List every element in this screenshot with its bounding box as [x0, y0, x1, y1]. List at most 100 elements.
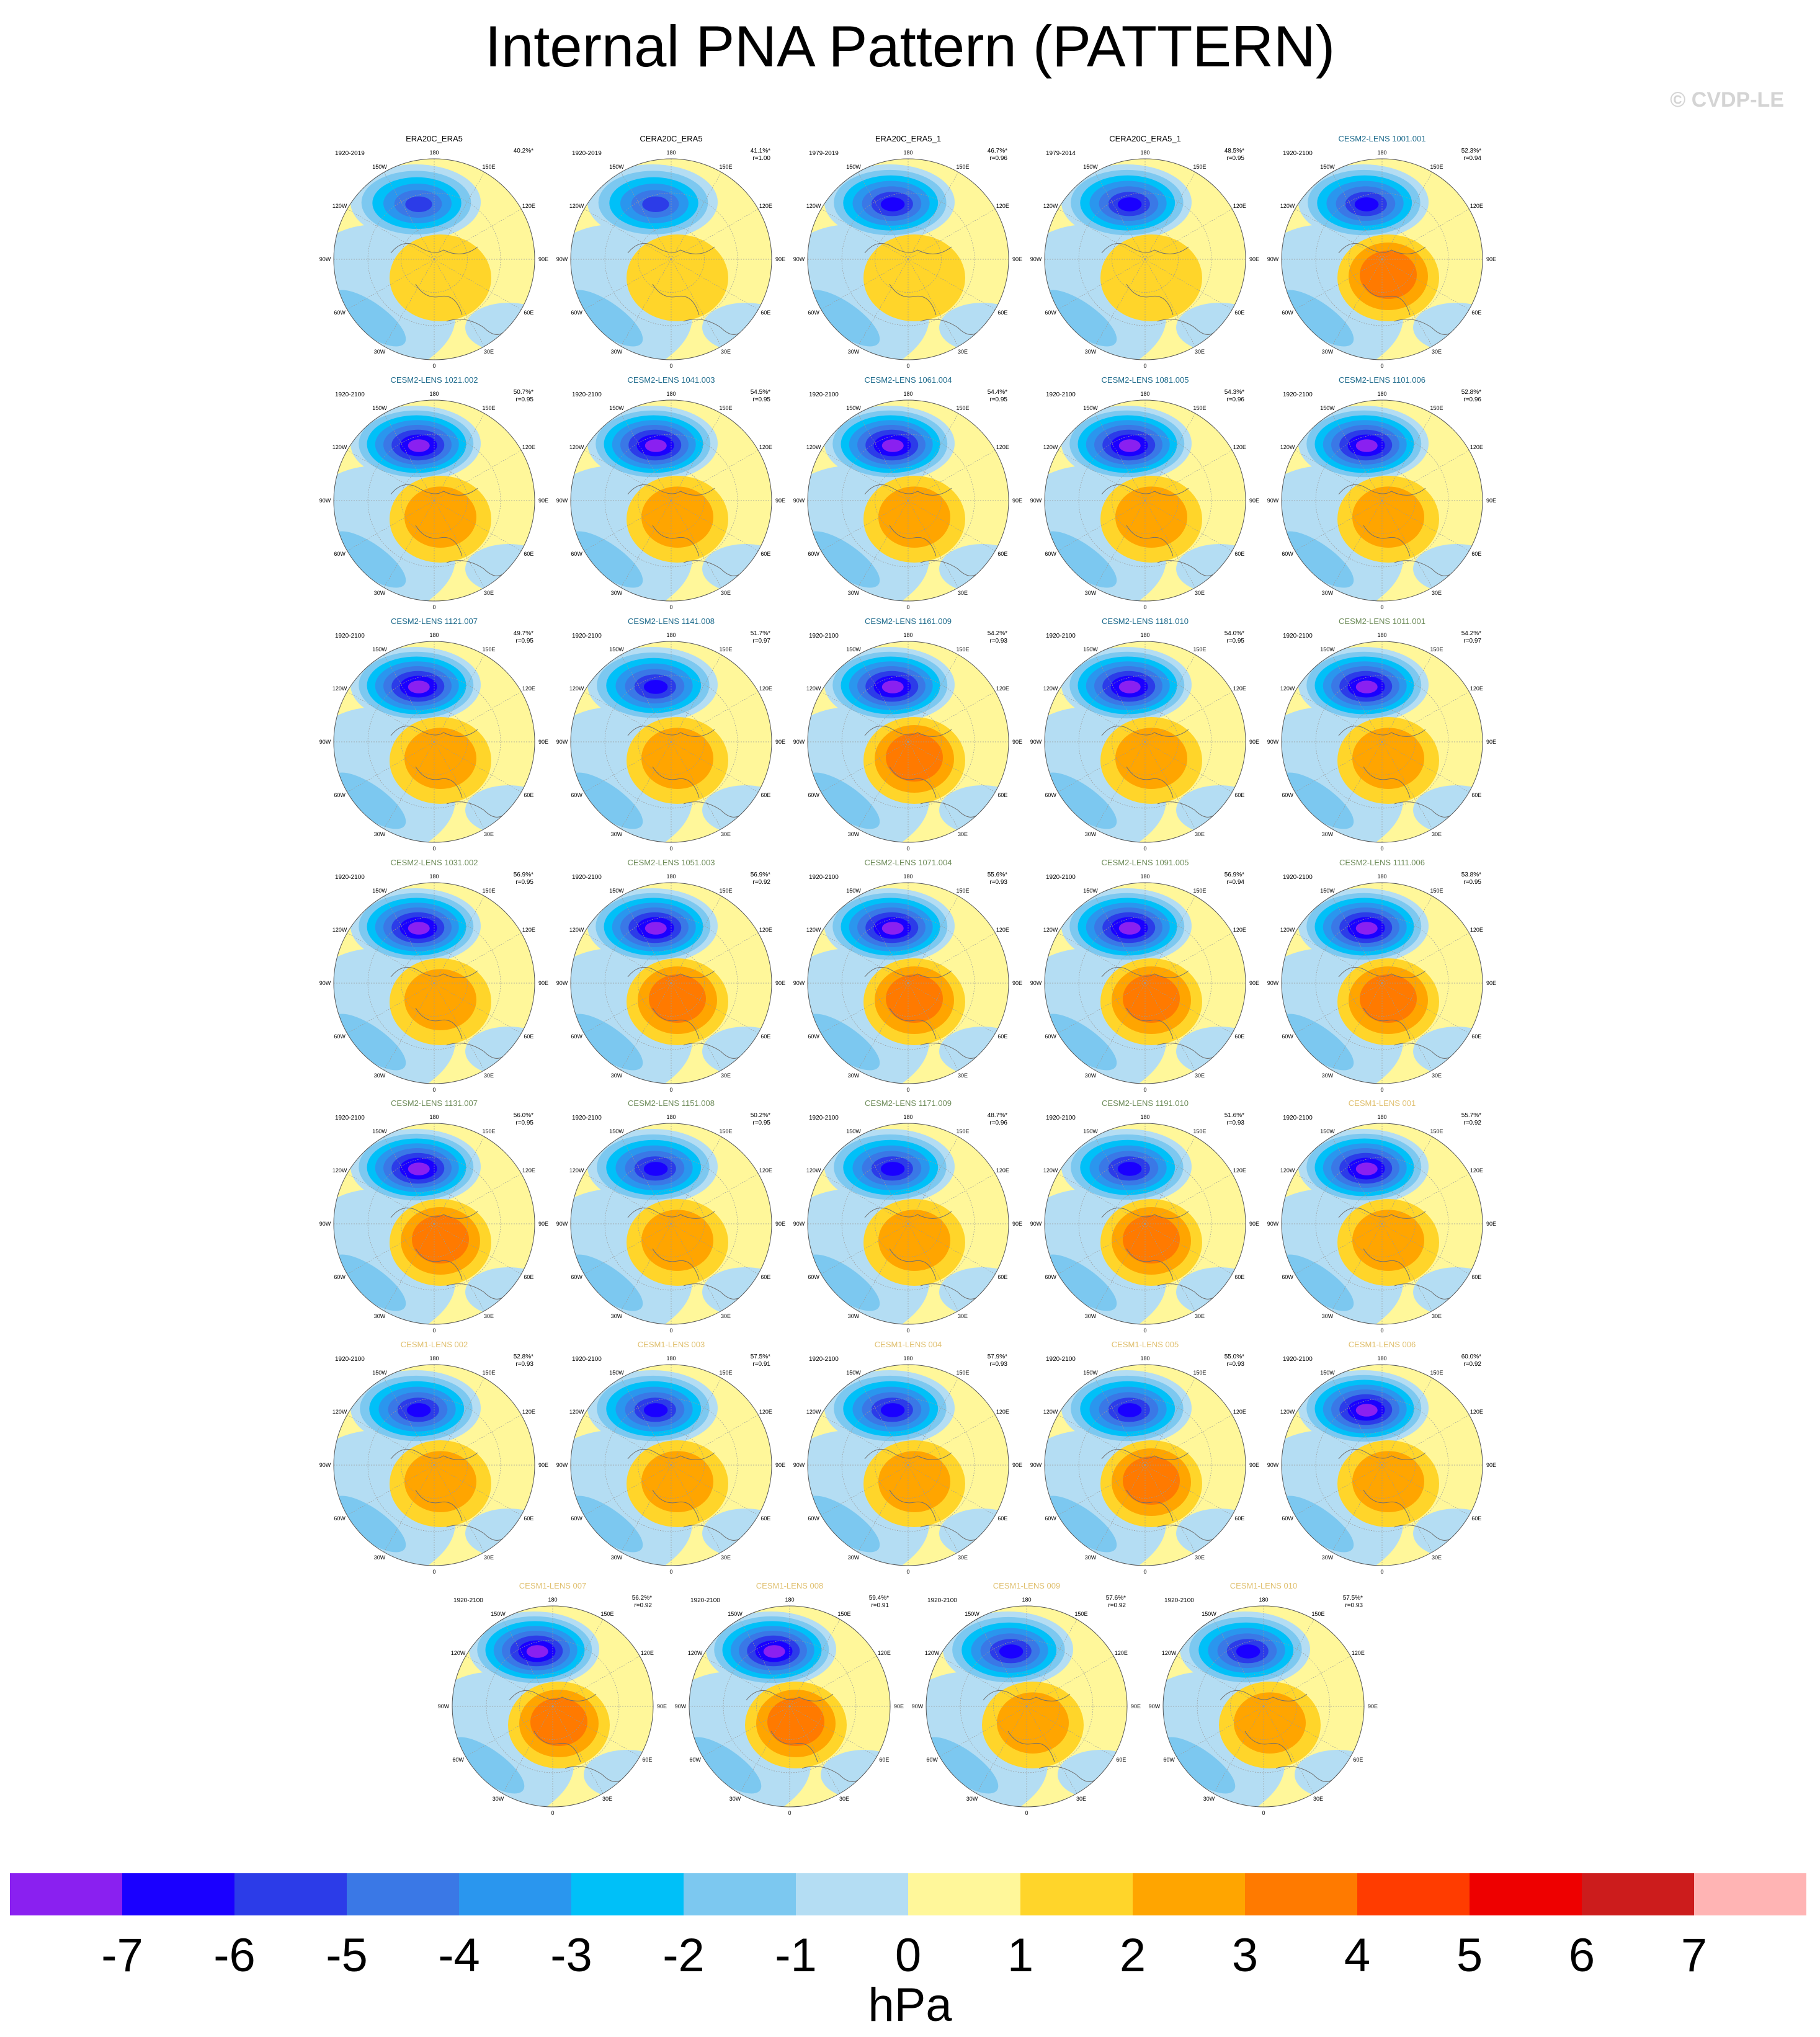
longitude-label: 120E	[1470, 685, 1483, 692]
panel-variance: 56.0%*	[513, 1112, 533, 1119]
longitude-label: 0	[906, 845, 909, 852]
panel-correlation: r=0.92	[1463, 1361, 1481, 1368]
coastline	[1101, 725, 1217, 818]
longitude-label: 90W	[556, 1462, 568, 1468]
high-contour	[649, 974, 706, 1023]
coastline	[983, 1690, 1099, 1782]
map-panel: CESM2-LENS 1171.009 1920-2100 48.7%* r=0.96…	[790, 1090, 1026, 1351]
contour-band	[571, 290, 643, 347]
low-contour	[1355, 680, 1378, 693]
longitude-label: 150W	[609, 1370, 624, 1376]
map-panel: CESM2-LENS 1181.010 1920-2100 54.0%* r=0.95…	[1027, 608, 1263, 869]
longitude-label: 90E	[1249, 739, 1259, 745]
longitude-label: 30W	[374, 349, 386, 355]
longitude-label: 150E	[1193, 1128, 1206, 1134]
longitude-label: 30W	[1085, 1072, 1097, 1079]
longitude-label: 30E	[958, 1313, 968, 1319]
panel-title: CESM2-LENS 1181.010	[1102, 617, 1189, 626]
coastline	[509, 1690, 625, 1782]
longitude-label: 120E	[1233, 444, 1246, 450]
longitude-label: 180	[1377, 1355, 1386, 1362]
contour-band	[689, 1737, 762, 1794]
longitude-label: 150E	[837, 1611, 850, 1617]
high-contour	[1360, 974, 1417, 1023]
longitude-label: 120W	[806, 927, 821, 933]
panel-years: 1920-2100	[572, 1115, 602, 1121]
longitude-label: 0	[551, 1810, 554, 1816]
panel-correlation: r=0.91	[871, 1602, 889, 1609]
colorbar-units: hPa	[868, 1979, 952, 2031]
graticule	[1045, 1123, 1246, 1324]
longitude-label: 180	[903, 149, 912, 156]
map-border	[1281, 158, 1483, 360]
longitude-label: 180	[429, 632, 439, 638]
longitude-label: 60W	[1282, 1515, 1293, 1522]
polar-map: 180 150E 120E 90E 60E 30E 0 30W 60W 90W 120W 150W	[793, 149, 1022, 369]
high-contour	[1123, 1456, 1180, 1505]
colorbar-swatch	[459, 1873, 571, 1915]
longitude-label: 150W	[1320, 405, 1335, 411]
map-panel: CESM2-LENS 1091.005 1920-2100 56.9%* r=0.94…	[1027, 850, 1263, 1110]
panel-correlation: r=0.97	[752, 638, 770, 644]
longitude-label: 90E	[775, 980, 785, 986]
contour-band	[334, 290, 406, 347]
longitude-label: 30E	[839, 1796, 849, 1802]
contour-band	[1282, 531, 1354, 588]
longitude-label: 120E	[1470, 1167, 1483, 1174]
longitude-label: 30W	[374, 590, 386, 596]
longitude-label: 90W	[319, 1462, 331, 1468]
longitude-label: 30W	[848, 349, 860, 355]
colorbar-tick-label: 5	[1456, 1929, 1483, 1982]
longitude-label: 30W	[611, 1072, 623, 1079]
polar-map: 180 150E 120E 90E 60E 30E 0 30W 60W 90W 120W 150W	[556, 1355, 785, 1575]
longitude-label: 0	[1143, 604, 1146, 610]
graticule	[334, 400, 535, 601]
map-border	[570, 641, 772, 843]
panel-title: CESM2-LENS 1041.003	[627, 375, 715, 385]
longitude-label: 30E	[484, 1072, 494, 1079]
longitude-label: 90W	[1267, 497, 1279, 504]
longitude-label: 150E	[482, 646, 495, 653]
panel-years: 1920-2100	[809, 1356, 839, 1363]
colorbar-swatch	[1020, 1873, 1133, 1915]
map-border	[570, 158, 772, 360]
high-contour	[641, 1451, 713, 1512]
map-border	[333, 399, 535, 602]
panel-years: 1920-2100	[1283, 150, 1313, 157]
panel-variance: 56.9%*	[750, 871, 770, 878]
longitude-label: 90E	[1249, 1462, 1259, 1468]
graticule	[571, 1123, 772, 1324]
longitude-label: 60E	[1471, 1274, 1481, 1280]
longitude-label: 180	[1259, 1597, 1268, 1603]
longitude-label: 120W	[332, 1409, 347, 1415]
longitude-label: 60E	[524, 792, 533, 798]
panel-years: 1920-2100	[1046, 633, 1076, 640]
graticule	[808, 641, 1009, 842]
map-panel: CESM1-LENS 008 1920-2100 59.4%* r=0.91 180 15…	[672, 1573, 908, 1834]
panel-variance: 52.8%*	[1461, 389, 1481, 396]
map-border	[689, 1605, 891, 1807]
panel-correlation: r=0.96	[1226, 396, 1244, 403]
longitude-label: 60W	[1045, 1515, 1056, 1522]
map-border	[333, 1364, 535, 1566]
coastline	[390, 725, 506, 818]
panel-variance: 56.9%*	[1224, 871, 1244, 878]
longitude-label: 90E	[538, 980, 548, 986]
longitude-label: 0	[906, 363, 909, 369]
colorbar-tick-label: -4	[438, 1929, 480, 1982]
high-contour	[1115, 486, 1187, 548]
contour-band	[1295, 1750, 1364, 1799]
contour-band	[1176, 1509, 1246, 1558]
longitude-label: 30E	[721, 1072, 731, 1079]
longitude-label: 90W	[1030, 1221, 1042, 1227]
longitude-label: 30E	[958, 1554, 968, 1561]
low-contour	[999, 1644, 1024, 1659]
coastline	[1101, 484, 1217, 576]
panel-title: CESM1-LENS 001	[1348, 1099, 1416, 1108]
contour-band	[939, 1509, 1009, 1558]
longitude-label: 30W	[1085, 1313, 1097, 1319]
longitude-label: 120W	[806, 1167, 821, 1174]
colorbar-tick-label: 1	[1007, 1929, 1034, 1982]
low-contour	[408, 1162, 430, 1175]
low-contour	[763, 1645, 785, 1658]
